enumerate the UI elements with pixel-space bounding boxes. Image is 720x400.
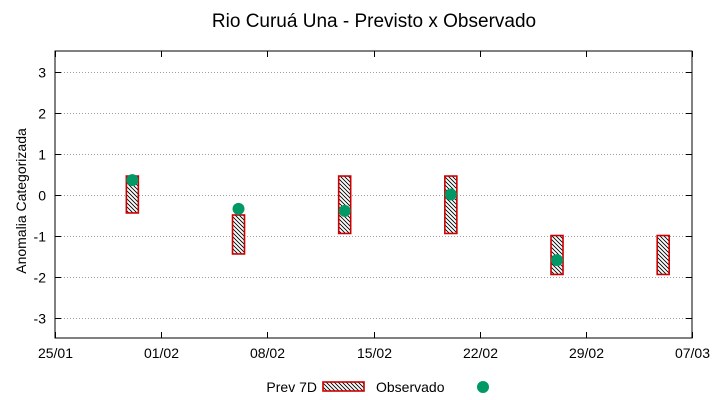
x-tick-label: 15/02 [357, 345, 392, 361]
observed-point [444, 188, 457, 201]
axis-ticks: -3 -2 -1 0 1 2 3 25/01 01/02 08/02 15/02 22/02 29/02… [34, 51, 710, 361]
x-tick-label: 01/02 [144, 345, 179, 361]
x-tick-label: 25/01 [38, 345, 73, 361]
y-tick-label: 1 [38, 147, 46, 163]
y-tick-label: 0 [38, 188, 46, 204]
forecast-range-bar [337, 175, 352, 235]
forecast-range-bar [656, 234, 670, 276]
observed-points [126, 174, 564, 267]
legend-marker-observado [477, 381, 489, 393]
grid-lines [55, 72, 692, 319]
y-tick-label: -2 [34, 270, 47, 286]
observed-point [126, 174, 139, 187]
observed-point [338, 204, 351, 217]
legend-swatch-prev [322, 381, 365, 392]
chart-title: Rio Curuá Una - Previsto x Observado [212, 11, 536, 32]
y-tick-label: 3 [38, 65, 46, 81]
x-tick-label: 29/02 [569, 345, 604, 361]
x-tick-label: 08/02 [250, 345, 285, 361]
x-tick-label: 07/03 [675, 345, 710, 361]
observed-point [232, 202, 245, 215]
plot-frame [54, 50, 693, 339]
x-tick-label: 22/02 [463, 345, 498, 361]
observed-point [551, 254, 564, 267]
legend: Prev 7D Observado [266, 379, 489, 395]
forecast-range-bar [231, 214, 246, 255]
forecast-range-bar [444, 175, 458, 235]
legend-label-observado: Observado [376, 379, 445, 395]
y-tick-label: -1 [34, 229, 47, 245]
legend-label-prev: Prev 7D [266, 379, 317, 395]
y-axis-label: Anomalia Categorizada [13, 128, 29, 274]
y-tick-label: 2 [38, 106, 46, 122]
forecast-ranges [125, 175, 670, 276]
y-tick-label: -3 [34, 311, 47, 327]
